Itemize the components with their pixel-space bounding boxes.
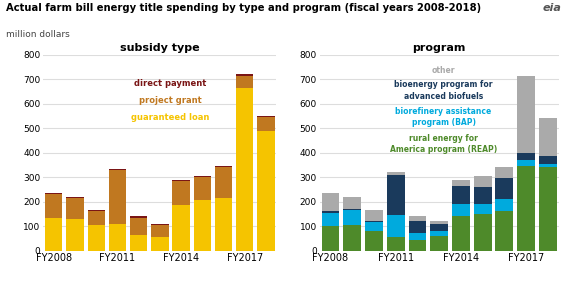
Bar bbox=[109, 223, 126, 251]
Text: project grant: project grant bbox=[139, 96, 202, 105]
Bar bbox=[430, 221, 448, 223]
Text: guaranteed loan: guaranteed loan bbox=[131, 113, 210, 122]
Bar bbox=[321, 226, 339, 251]
Bar bbox=[194, 176, 211, 177]
Bar bbox=[408, 216, 426, 221]
Bar bbox=[495, 211, 513, 251]
Bar bbox=[343, 197, 361, 209]
Bar bbox=[151, 223, 169, 225]
Bar bbox=[387, 175, 405, 215]
Bar bbox=[343, 225, 361, 251]
Bar bbox=[539, 118, 557, 156]
Bar bbox=[495, 167, 513, 178]
Bar bbox=[66, 219, 84, 251]
Text: other: other bbox=[432, 66, 455, 75]
Bar bbox=[452, 180, 470, 186]
Bar bbox=[45, 194, 63, 217]
Bar bbox=[45, 217, 63, 251]
Bar bbox=[172, 181, 190, 205]
Bar bbox=[257, 116, 275, 117]
Bar bbox=[365, 221, 383, 222]
Bar bbox=[517, 160, 535, 166]
Bar bbox=[539, 164, 557, 167]
Bar bbox=[473, 176, 491, 187]
Bar bbox=[194, 177, 211, 200]
Title: program: program bbox=[412, 43, 466, 52]
Text: biorefinery assistance
program (BAP): biorefinery assistance program (BAP) bbox=[395, 107, 492, 128]
Bar bbox=[236, 88, 253, 251]
Bar bbox=[151, 225, 169, 237]
Bar bbox=[130, 217, 147, 235]
Bar bbox=[172, 180, 190, 181]
Bar bbox=[495, 199, 513, 211]
Bar bbox=[88, 211, 105, 225]
Text: eia: eia bbox=[543, 3, 562, 13]
Bar bbox=[365, 222, 383, 231]
Bar bbox=[66, 198, 84, 219]
Bar bbox=[473, 204, 491, 214]
Bar bbox=[539, 156, 557, 164]
Bar bbox=[321, 213, 339, 226]
Bar bbox=[257, 117, 275, 130]
Bar bbox=[430, 231, 448, 236]
Text: direct payment: direct payment bbox=[134, 79, 207, 88]
Bar bbox=[215, 198, 232, 251]
Text: Actual farm bill energy title spending by type and program (fiscal years 2008-20: Actual farm bill energy title spending b… bbox=[6, 3, 481, 13]
Bar bbox=[452, 216, 470, 251]
Bar bbox=[387, 237, 405, 251]
Bar bbox=[109, 168, 126, 170]
Bar bbox=[517, 153, 535, 160]
Bar bbox=[236, 75, 253, 88]
Bar bbox=[452, 204, 470, 216]
Bar bbox=[473, 214, 491, 251]
Bar bbox=[408, 233, 426, 240]
Title: subsidy type: subsidy type bbox=[120, 43, 200, 52]
Bar bbox=[88, 225, 105, 251]
Bar bbox=[151, 237, 169, 251]
Bar bbox=[130, 216, 147, 217]
Bar bbox=[387, 172, 405, 175]
Bar bbox=[365, 231, 383, 251]
Bar bbox=[109, 170, 126, 223]
Bar bbox=[495, 178, 513, 199]
Bar bbox=[321, 211, 339, 213]
Bar bbox=[130, 235, 147, 251]
Bar bbox=[430, 223, 448, 231]
Bar bbox=[517, 166, 535, 251]
Bar bbox=[45, 193, 63, 194]
Bar bbox=[257, 130, 275, 251]
Bar bbox=[408, 221, 426, 233]
Text: rural energy for
America program (REAP): rural energy for America program (REAP) bbox=[390, 134, 497, 154]
Bar bbox=[66, 197, 84, 198]
Bar bbox=[539, 167, 557, 251]
Bar bbox=[172, 205, 190, 251]
Text: million dollars: million dollars bbox=[6, 30, 70, 39]
Bar bbox=[88, 210, 105, 211]
Bar bbox=[343, 210, 361, 225]
Text: bioenergy program for
advanced biofuels: bioenergy program for advanced biofuels bbox=[395, 80, 493, 101]
Bar bbox=[408, 240, 426, 251]
Bar bbox=[343, 209, 361, 210]
Bar bbox=[236, 74, 253, 75]
Bar bbox=[430, 236, 448, 251]
Bar bbox=[194, 200, 211, 251]
Bar bbox=[365, 210, 383, 221]
Bar bbox=[452, 186, 470, 204]
Bar bbox=[387, 215, 405, 237]
Bar bbox=[215, 167, 232, 198]
Bar bbox=[517, 75, 535, 153]
Bar bbox=[321, 193, 339, 211]
Bar bbox=[473, 187, 491, 204]
Bar bbox=[215, 166, 232, 167]
